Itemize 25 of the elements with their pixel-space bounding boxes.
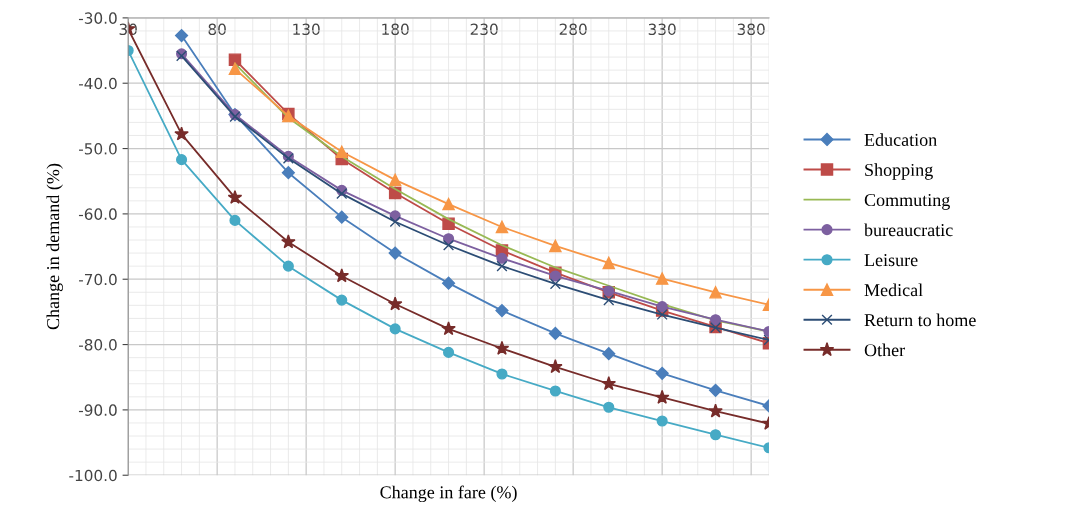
y-tick-label: -40.0 — [78, 77, 117, 90]
legend-label: Return to home — [864, 313, 976, 327]
x-tick-label: 380 — [737, 23, 765, 36]
x-tick-label: 330 — [648, 23, 676, 36]
legend-label: Commuting — [864, 193, 950, 210]
y-tick-label: -60.0 — [78, 208, 117, 220]
x-tick-label: 130 — [293, 23, 320, 36]
y-tick-label: -90.0 — [78, 404, 117, 416]
y-tick-label: -80.0 — [78, 339, 117, 351]
x-tick-label: 230 — [470, 23, 498, 36]
y-tick-label: -100.0 — [69, 469, 117, 482]
legend-label: Shopping — [865, 163, 933, 180]
legend-label: Education — [864, 133, 937, 146]
x-tick-label: 280 — [559, 23, 587, 36]
y-tick-label: -30.0 — [78, 12, 117, 24]
x-tick-label: 180 — [382, 23, 409, 36]
legend-label: Other — [864, 343, 905, 357]
x-tick-label: 80 — [208, 23, 226, 36]
legend-label: bureaucratic — [864, 223, 953, 237]
y-axis-title: Change in demand (%) — [46, 163, 63, 330]
x-axis-title: Change in fare (%) — [380, 485, 517, 503]
legend-label: Medical — [864, 283, 923, 297]
y-tick-label: -50.0 — [78, 143, 117, 155]
legend-label: Leisure — [864, 254, 918, 267]
y-tick-label: -70.0 — [78, 273, 117, 286]
